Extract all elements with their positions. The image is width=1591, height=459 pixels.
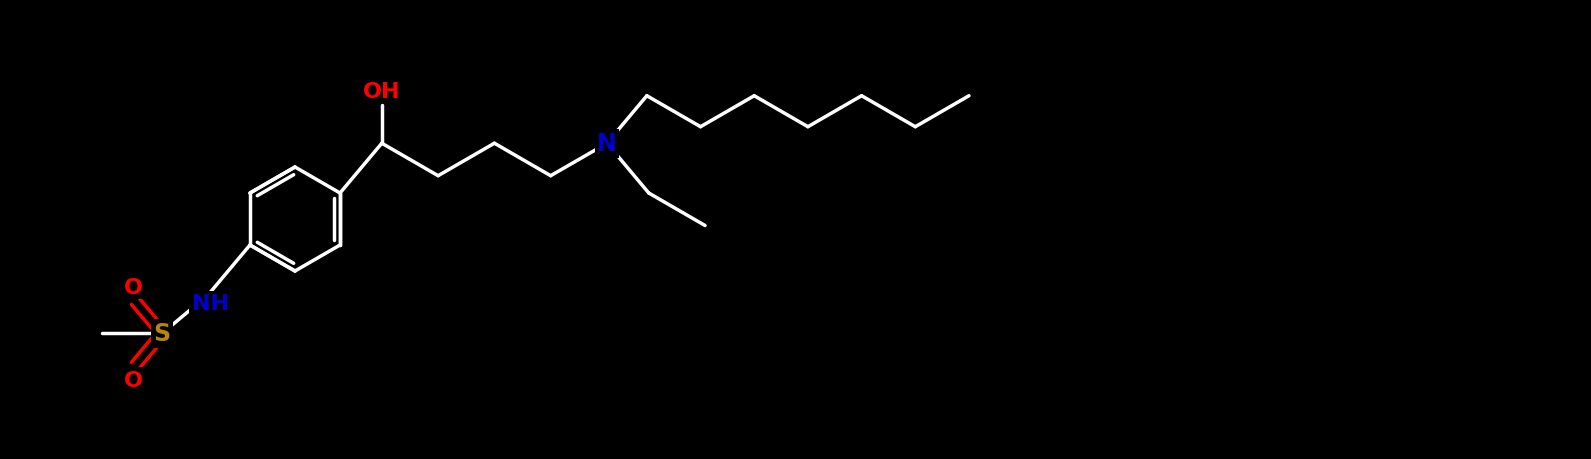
Text: OH: OH [363, 82, 401, 102]
Text: N: N [597, 132, 617, 156]
Text: O: O [124, 278, 143, 297]
Text: O: O [124, 370, 143, 390]
Text: NH: NH [191, 293, 229, 313]
Text: S: S [154, 322, 170, 346]
